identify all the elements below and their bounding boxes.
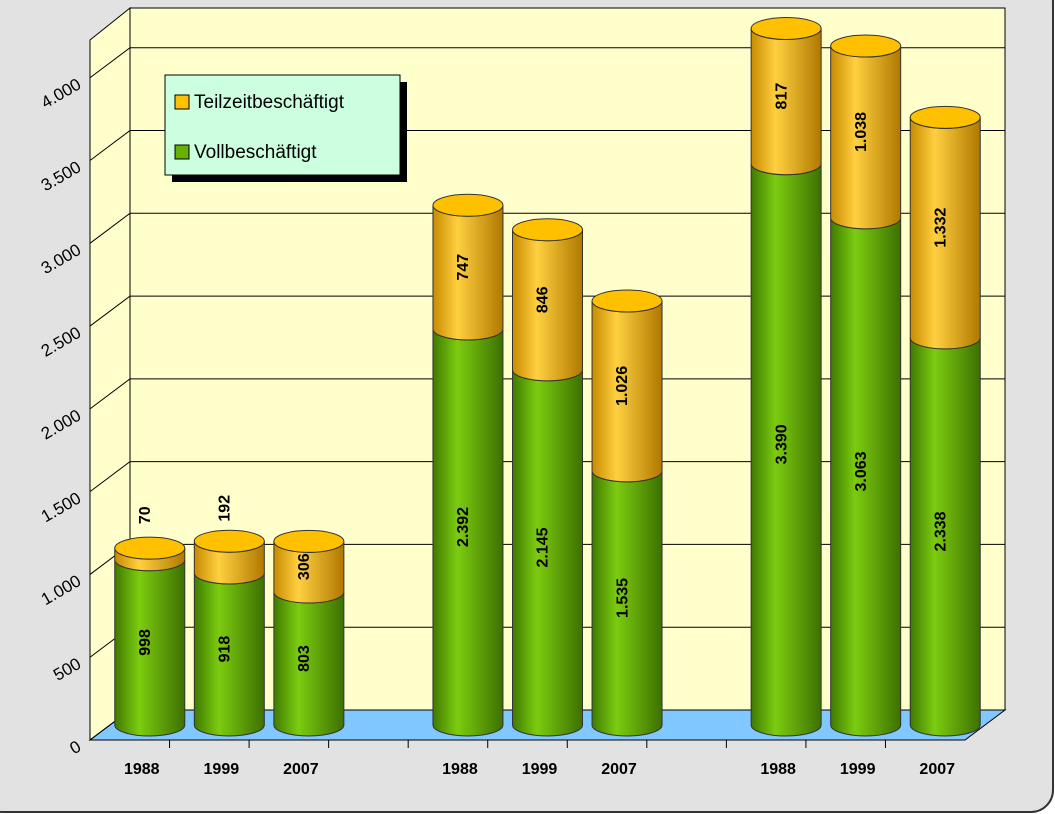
bar-cap xyxy=(591,289,663,313)
grid-line xyxy=(89,130,1005,161)
legend-swatch xyxy=(174,94,190,110)
value-label: 1.038 xyxy=(853,112,870,152)
grid-line xyxy=(89,295,1005,327)
value-label: 817 xyxy=(773,83,790,110)
x-tick-label: 1988 xyxy=(124,761,160,778)
grid-line xyxy=(89,212,1005,244)
x-tick-label: 1999 xyxy=(522,761,558,778)
value-label: 998 xyxy=(137,629,154,656)
x-tick-label: 1988 xyxy=(442,761,478,778)
value-label: 918 xyxy=(217,636,234,663)
legend-label: Vollbeschäftigt xyxy=(194,142,317,163)
value-label: 3.390 xyxy=(773,424,790,464)
bar-cap xyxy=(830,34,902,58)
value-label: 192 xyxy=(217,495,234,522)
value-label: 2.338 xyxy=(932,511,949,551)
x-tick-label: 2007 xyxy=(919,761,955,778)
value-label: 3.063 xyxy=(853,451,870,491)
grid-line xyxy=(89,378,1005,410)
bar-cap xyxy=(114,536,186,560)
value-label: 1.332 xyxy=(932,208,949,248)
value-label: 70 xyxy=(137,506,154,524)
bar-cap xyxy=(193,529,265,553)
value-label: 2.392 xyxy=(455,507,472,547)
bar-cap xyxy=(909,105,981,129)
x-tick-label: 2007 xyxy=(601,761,637,778)
legend-swatch xyxy=(174,144,190,160)
value-label: 1.535 xyxy=(614,578,631,618)
value-label: 306 xyxy=(296,553,313,580)
x-tick-label: 2007 xyxy=(283,761,319,778)
value-label: 803 xyxy=(296,645,313,672)
legend-label: Teilzeitbeschäftigt xyxy=(194,92,345,113)
value-label: 747 xyxy=(455,254,472,281)
grid-line xyxy=(89,461,1005,493)
bar-cap xyxy=(750,16,822,40)
x-tick-label: 1988 xyxy=(760,761,796,778)
bar-cap xyxy=(432,193,504,217)
value-label: 2.145 xyxy=(535,527,552,567)
value-label: 1.026 xyxy=(614,366,631,406)
x-tick-label: 1999 xyxy=(840,761,876,778)
bar-cap xyxy=(512,218,583,242)
legend xyxy=(164,74,401,176)
bar-cap xyxy=(273,529,345,553)
legend-items: Teilzeitbeschäftigt Vollbeschäftigt xyxy=(174,92,345,163)
bars: 1988 998 70 1999 918 192 2007 803 306 1988 2.392 74… xyxy=(114,16,981,778)
x-tick-label: 1999 xyxy=(204,761,240,778)
grid-line xyxy=(89,47,1005,79)
value-label: 846 xyxy=(535,286,552,313)
